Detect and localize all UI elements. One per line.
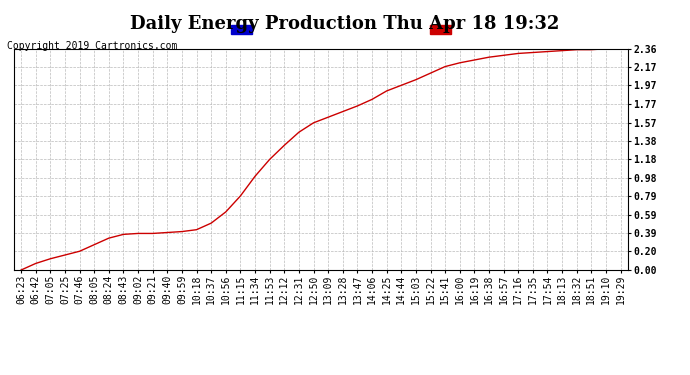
Text: Daily Energy Production Thu Apr 18 19:32: Daily Energy Production Thu Apr 18 19:32 [130,15,560,33]
Legend: Power Produced OffPeak (kWh), Power Produced OnPeak (kWh): Power Produced OffPeak (kWh), Power Prod… [231,25,622,35]
Text: Copyright 2019 Cartronics.com: Copyright 2019 Cartronics.com [7,41,177,51]
